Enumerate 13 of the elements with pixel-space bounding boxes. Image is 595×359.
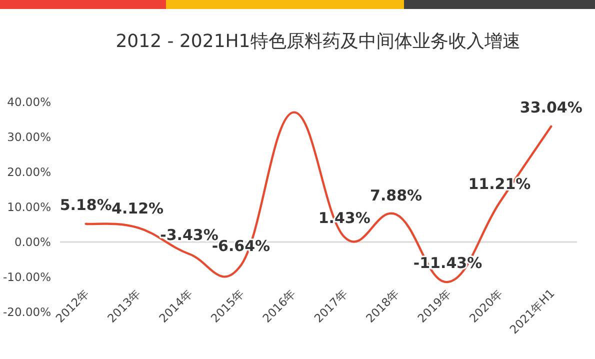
y-tick-label: -20.00%: [3, 305, 52, 319]
y-tick-label: 0.00%: [14, 235, 52, 249]
y-tick-label: 10.00%: [7, 200, 52, 214]
y-tick-label: 40.00%: [7, 95, 52, 109]
y-tick-label: -10.00%: [3, 270, 52, 284]
data-label: 7.88%: [370, 186, 422, 204]
data-label: 5.18%: [60, 196, 112, 214]
y-tick-label: 30.00%: [7, 130, 52, 144]
data-label: 4.12%: [112, 200, 164, 218]
data-label: -3.43%: [160, 226, 218, 244]
data-label: 33.04%: [520, 98, 582, 116]
chart-title: 2012 - 2021H1特色原料药及中间体业务收入增速: [116, 31, 520, 52]
y-tick-label: 20.00%: [7, 165, 52, 179]
